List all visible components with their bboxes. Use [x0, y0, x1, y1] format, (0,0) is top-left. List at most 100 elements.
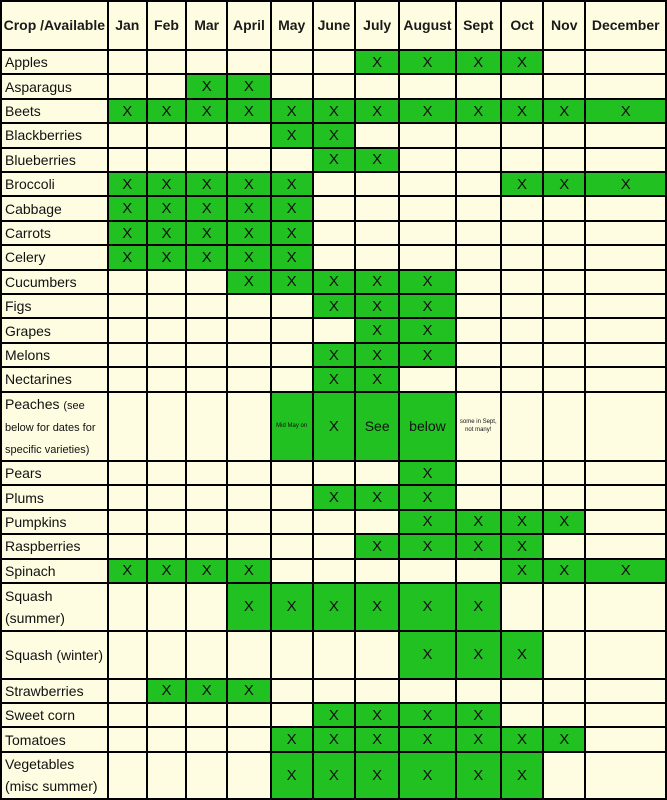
crop-label: Vegetables (misc summer)	[5, 756, 98, 795]
available-mark: X	[456, 631, 500, 678]
crop-name: Squash (summer)	[2, 583, 107, 630]
crop-name: Cucumbers	[2, 270, 107, 294]
empty-cell	[147, 704, 186, 727]
table-row: Melons X X X	[2, 343, 665, 367]
available-mark: X	[271, 173, 312, 196]
available-mark: X	[187, 221, 227, 245]
available-mark: X	[271, 99, 312, 123]
empty-cell	[456, 75, 500, 98]
empty-cell	[228, 148, 270, 172]
available-mark: X	[108, 197, 146, 220]
empty-cell	[356, 124, 399, 147]
empty-cell	[586, 246, 665, 269]
available-mark: X	[544, 173, 585, 196]
table-row: Plums X X X	[2, 486, 665, 509]
available-mark: X	[313, 486, 355, 509]
empty-cell	[456, 679, 500, 703]
available-mark: X	[586, 173, 665, 196]
crop-name: Sweet corn	[2, 704, 107, 727]
table-row: Pears X	[2, 461, 665, 485]
table-row: Figs X X X	[2, 295, 665, 318]
empty-cell	[544, 319, 585, 342]
empty-cell	[400, 197, 455, 220]
empty-cell	[147, 368, 186, 391]
crop-label: Sweet corn	[5, 707, 76, 724]
empty-cell	[313, 75, 355, 98]
available-mark: X	[313, 148, 355, 172]
table-row: Raspberries X X X X	[2, 535, 665, 558]
empty-cell	[187, 510, 227, 534]
empty-cell	[356, 631, 399, 678]
available-mark: X	[147, 197, 186, 220]
table-row: Carrots X X X X X	[2, 221, 665, 245]
crop-name: Squash (winter)	[2, 631, 107, 678]
empty-cell	[108, 535, 146, 558]
empty-cell	[187, 148, 227, 172]
available-mark: X	[356, 583, 399, 630]
crop-label: Grapes	[5, 322, 51, 339]
month-header: Nov	[544, 2, 585, 49]
available-mark: X	[456, 583, 500, 630]
table-row: Grapes X X	[2, 319, 665, 342]
empty-cell	[400, 679, 455, 703]
empty-cell	[400, 148, 455, 172]
empty-cell	[108, 295, 146, 318]
available-mark: X	[400, 583, 455, 630]
available-mark: X	[187, 173, 227, 196]
available-mark: X	[400, 510, 455, 534]
empty-cell	[271, 510, 312, 534]
month-header: Feb	[147, 2, 186, 49]
empty-cell	[187, 270, 227, 294]
empty-cell	[313, 221, 355, 245]
available-mark: X	[400, 295, 455, 318]
available-mark: X	[271, 124, 312, 147]
crop-label: Melons	[5, 347, 51, 364]
empty-cell	[544, 343, 585, 367]
available-mark: X	[147, 173, 186, 196]
available-mark: X	[228, 559, 270, 582]
crop-name: Blackberries	[2, 124, 107, 147]
available-mark: X	[356, 148, 399, 172]
empty-cell	[313, 319, 355, 342]
availability-note: below	[400, 392, 455, 460]
empty-cell	[271, 368, 312, 391]
empty-cell	[501, 343, 543, 367]
header-row: Crop /Available Jan Feb Mar April May Ju…	[2, 2, 665, 49]
crop-label: Cabbage	[5, 200, 62, 217]
crop-name: Blueberries	[2, 148, 107, 172]
empty-cell	[108, 679, 146, 703]
empty-cell	[356, 173, 399, 196]
available-mark: X	[313, 295, 355, 318]
availability-note: Mid May on	[271, 392, 312, 460]
empty-cell	[271, 343, 312, 367]
empty-cell	[147, 486, 186, 509]
empty-cell	[108, 51, 146, 74]
available-mark: X	[501, 173, 543, 196]
empty-cell	[228, 752, 270, 798]
empty-cell	[586, 295, 665, 318]
available-mark: X	[313, 752, 355, 798]
empty-cell	[313, 510, 355, 534]
empty-cell	[187, 319, 227, 342]
empty-cell	[147, 295, 186, 318]
empty-cell	[544, 124, 585, 147]
empty-cell	[228, 535, 270, 558]
empty-cell	[501, 368, 543, 391]
empty-cell	[456, 173, 500, 196]
empty-cell	[108, 728, 146, 751]
empty-cell	[544, 246, 585, 269]
empty-cell	[586, 392, 665, 460]
empty-cell	[147, 535, 186, 558]
available-mark: X	[313, 343, 355, 367]
crop-label: Apples	[5, 54, 48, 71]
empty-cell	[271, 319, 312, 342]
empty-cell	[147, 270, 186, 294]
empty-cell	[400, 559, 455, 582]
crop-label: Carrots	[5, 225, 51, 242]
available-mark: X	[544, 559, 585, 582]
available-mark: X	[501, 559, 543, 582]
empty-cell	[456, 461, 500, 485]
available-mark: X	[228, 270, 270, 294]
empty-cell	[271, 75, 312, 98]
